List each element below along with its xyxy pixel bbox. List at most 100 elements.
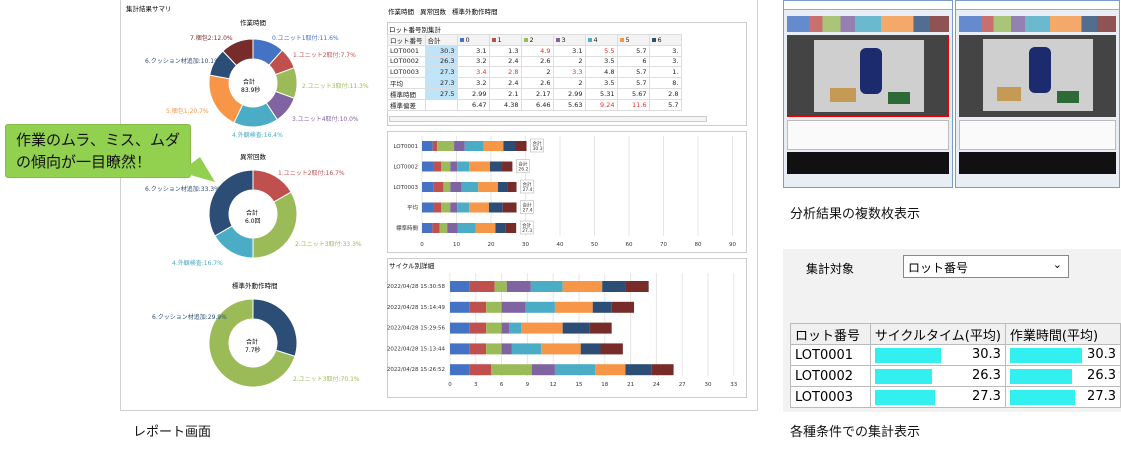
bar-row-label: LOT0002 — [393, 165, 418, 171]
cycle-segment — [450, 364, 470, 376]
bar-segment — [422, 223, 433, 233]
tab-work-time[interactable]: 作業時間 — [388, 8, 414, 16]
total-label-box — [519, 220, 534, 235]
bar-segment — [503, 141, 516, 151]
donut-anomaly — [208, 169, 298, 259]
bar-segment — [443, 182, 451, 192]
bar-segment — [488, 202, 503, 213]
table-row[interactable]: 平均 27.3 3.2 2.4 2.6 2 3.5 5.7 8. — [387, 76, 682, 89]
cycle-chart: 0 3 6 9 12 15 18 21 24 27 30 33 2022/04/28 15:30:58 2… — [387, 273, 738, 388]
video-frame-2[interactable] — [959, 35, 1116, 117]
lot-cell: 3.2 — [456, 76, 490, 89]
total-label-box — [530, 138, 544, 153]
total-label: 合計 — [522, 222, 531, 229]
cycle-segment — [511, 343, 542, 355]
lot-header-cell: 5 — [616, 34, 650, 46]
table-row[interactable]: LOT0001 30.3 30.3 — [790, 344, 1121, 366]
bar-segment — [433, 202, 442, 213]
total-label: 合計 — [523, 181, 532, 188]
lot-header-cell: ロット番号 — [387, 34, 426, 46]
x-tick-label: 0 — [420, 242, 424, 248]
x-tick-label: 15 — [576, 382, 583, 388]
cycle-segment — [562, 322, 590, 334]
lot-cell: 2.6 — [520, 55, 554, 68]
bar-segment — [478, 182, 498, 192]
donut1-center-label: 合計 — [243, 79, 256, 86]
table-row[interactable]: LOT0002 26.3 26.3 — [790, 365, 1121, 387]
donut-slice — [208, 298, 296, 388]
d1-label-0: 0.ユニット1取付:11.6% — [272, 35, 339, 42]
x-tick-label: 9 — [526, 382, 530, 388]
table-row[interactable]: 標準偏差 6.47 4.38 6.46 5.63 9.24 11.6 5.7 — [387, 98, 682, 111]
cycle-row-label: 2022/04/28 15:26:52 — [387, 367, 445, 373]
bar-chart-frame — [387, 131, 747, 253]
lot-cell: 2.4 — [488, 55, 522, 68]
bar-segment — [432, 141, 438, 151]
bar-segment — [433, 161, 442, 172]
video-window-1 — [783, 0, 953, 188]
video-window-2 — [955, 0, 1120, 188]
lot-cell: 3.2 — [456, 55, 490, 68]
x-tick-label: 6 — [500, 382, 504, 388]
bar-segment — [450, 161, 458, 172]
d1-label-5: 5.梱包1:20.7% — [166, 108, 209, 115]
x-tick-label: 70 — [660, 242, 667, 248]
lot-cell: 4.9 — [520, 45, 554, 57]
total-value: 27.4 — [523, 187, 533, 193]
bar-segment — [489, 161, 503, 172]
bar-segment — [441, 161, 451, 172]
cycle-segment — [469, 343, 487, 355]
lot-cell: 5.7 — [648, 98, 682, 111]
total-label-box — [520, 200, 534, 214]
donut1-center-value: 83.9秒 — [241, 87, 261, 94]
table-row[interactable]: LOT0002 26.3 3.2 2.4 2.6 2 3.5 6 3. — [387, 55, 682, 68]
aggregation-target-select[interactable]: ロット番号 ⌄ — [903, 255, 1069, 278]
lot-header-cell: 3 — [552, 34, 586, 46]
d3-label-0: 6.クッション材追加:29.9% — [152, 314, 227, 321]
donut-slice — [208, 169, 254, 237]
bar-segment — [469, 202, 489, 213]
cycle-chart-title: サイクル別詳細 — [389, 262, 435, 270]
cycle-segment — [486, 343, 502, 355]
donut1-title: 作業時間 — [240, 19, 266, 27]
lot-table-title: ロット番号別集計 — [389, 26, 441, 34]
donut2-center-label: 合計 — [246, 210, 259, 217]
table-row[interactable]: 標準時間 27.5 2.99 2.1 2.17 2.99 5.31 5.67 2.8 — [387, 87, 682, 100]
cycle-segment — [602, 281, 626, 292]
donut-charts — [208, 38, 298, 388]
lot-header-cell: 1 — [488, 34, 522, 46]
lot-cell: 30.3 — [424, 45, 458, 57]
total-label: 合計 — [523, 202, 532, 209]
chevron-down-icon: ⌄ — [1052, 258, 1062, 271]
lot-cell: 5.67 — [616, 87, 650, 100]
table-row[interactable]: LOT0001 30.3 3.1 1.3 4.9 3.1 5.5 5.7 3. — [387, 45, 682, 57]
cycle-value: 27.3 — [971, 389, 1001, 404]
x-tick-label: 12 — [550, 382, 557, 388]
lot-cell: 3.5 — [584, 55, 618, 68]
bar-segment — [497, 182, 508, 192]
table-row[interactable]: LOT0003 27.3 27.3 — [790, 386, 1121, 408]
caption-report: レポート画面 — [133, 425, 212, 440]
video-frame-1[interactable] — [787, 35, 949, 117]
total-value: 30.3 — [533, 146, 543, 152]
table-row[interactable]: LOT0003 27.3 3.4 2.8 2 3.3 4.8 5.7 1. — [387, 66, 682, 78]
lot-cell: 6 — [616, 55, 650, 68]
tab-anomaly-count[interactable]: 異常回数 — [420, 8, 446, 16]
tab-nonstandard-time[interactable]: 標準外動作時間 — [452, 8, 498, 16]
caption-cond: 各種条件での集計表示 — [790, 425, 921, 440]
cycle-bar — [874, 389, 935, 405]
work-bar — [1009, 389, 1075, 405]
bar-segment — [437, 141, 455, 151]
bar-segment — [505, 223, 517, 233]
bar-segment — [422, 182, 434, 192]
cycle-segment — [541, 343, 581, 355]
lot-cell: 5.7 — [616, 66, 650, 78]
work-value: 26.3 — [1087, 368, 1116, 383]
bar-segment — [422, 202, 434, 213]
lot-cell: 2.1 — [488, 87, 522, 100]
horizontal-scrollbar[interactable] — [389, 116, 707, 122]
total-value: 27.4 — [523, 208, 533, 214]
donut2-title: 異常回数 — [240, 153, 266, 161]
legend-swatch — [523, 38, 528, 42]
